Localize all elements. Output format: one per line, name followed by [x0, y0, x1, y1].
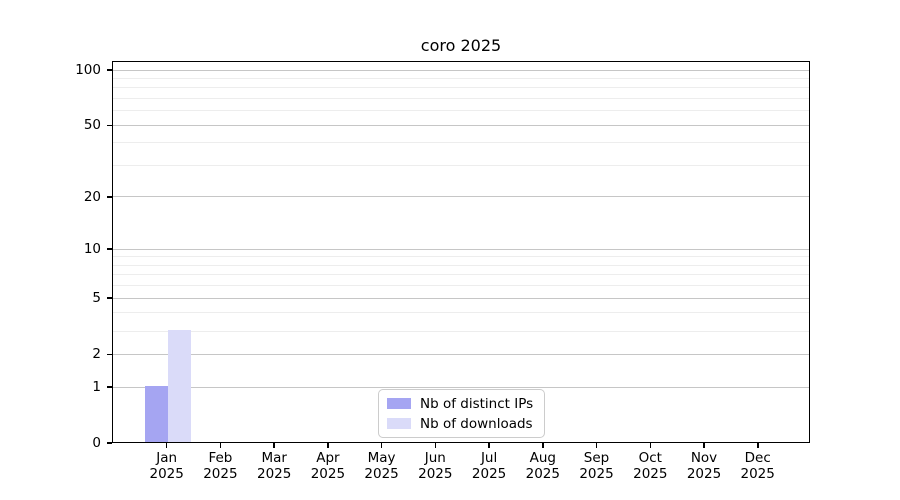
minor-gridline — [113, 274, 809, 276]
y-axis-tick-label: 100 — [75, 62, 101, 78]
x-axis-tick-label: Nov 2025 — [677, 450, 731, 482]
x-axis-tick-label: Apr 2025 — [301, 450, 355, 482]
x-axis-tick-year: 2025 — [310, 466, 346, 482]
legend: Nb of distinct IPs Nb of downloads — [378, 389, 545, 438]
x-axis-tick-year: 2025 — [418, 466, 453, 482]
x-axis-tick-label: Jun 2025 — [408, 450, 462, 482]
minor-gridline — [113, 285, 809, 287]
x-axis-tick — [488, 443, 490, 448]
x-axis-tick — [273, 443, 275, 448]
y-axis-tick — [107, 353, 112, 355]
y-axis-tick — [107, 248, 112, 250]
y-axis-tick-label: 5 — [92, 290, 101, 307]
minor-gridline — [113, 77, 809, 79]
y-axis-tick — [107, 124, 112, 126]
major-gridline — [113, 69, 809, 71]
x-axis-tick-year: 2025 — [525, 466, 560, 482]
y-axis-tick — [107, 442, 112, 444]
x-axis-tick — [703, 443, 705, 448]
x-axis-tick — [327, 443, 329, 448]
x-axis-tick — [165, 443, 168, 448]
minor-gridline — [113, 110, 809, 112]
y-axis-tick-label: 10 — [83, 241, 101, 258]
y-axis-tick-label: 20 — [83, 188, 101, 205]
minor-gridline — [113, 87, 809, 89]
legend-entry-distinct-ips: Nb of distinct IPs — [387, 396, 536, 412]
minor-gridline — [113, 256, 809, 258]
x-axis-tick — [219, 443, 222, 448]
y-axis-tick-label: 1 — [92, 379, 101, 395]
minor-gridline — [113, 165, 809, 166]
minor-gridline — [113, 264, 809, 266]
y-axis-tick — [107, 297, 112, 299]
x-axis-tick-label: Oct 2025 — [623, 450, 677, 482]
y-axis-tick — [107, 196, 112, 198]
x-axis-tick-year: 2025 — [364, 466, 399, 482]
y-axis-tick-label: 0 — [92, 435, 101, 451]
plot-area — [112, 61, 810, 443]
major-gridline — [113, 196, 809, 198]
x-axis-tick-label: Dec 2025 — [731, 450, 785, 482]
x-axis-tick — [595, 443, 598, 448]
major-gridline — [113, 248, 809, 250]
chart-title: coro 2025 — [420, 36, 502, 55]
x-axis-tick-label: Sep 2025 — [570, 450, 624, 482]
bar-downloads — [167, 330, 191, 442]
x-axis-tick — [434, 443, 437, 448]
x-axis-tick-label: Jan 2025 — [140, 450, 194, 482]
x-axis-tick-label: Aug 2025 — [516, 450, 570, 482]
x-axis-tick — [542, 443, 544, 448]
y-axis-tick — [107, 386, 112, 388]
x-axis-tick — [380, 443, 383, 448]
x-axis-tick-year: 2025 — [686, 466, 722, 482]
x-axis-tick-label: May 2025 — [355, 450, 409, 482]
x-axis-tick-label: Mar 2025 — [247, 450, 301, 482]
legend-swatch-downloads — [387, 418, 411, 429]
bar-distinct-ips — [144, 386, 168, 442]
x-axis-tick-year: 2025 — [257, 466, 292, 482]
x-axis-tick-year: 2025 — [471, 466, 507, 482]
y-axis-tick-label: 50 — [83, 117, 101, 134]
x-axis-tick-year: 2025 — [149, 466, 184, 482]
x-axis-tick — [757, 443, 759, 448]
x-axis-tick-year: 2025 — [579, 466, 614, 482]
legend-label-downloads: Nb of downloads — [420, 415, 533, 432]
major-gridline — [113, 386, 809, 388]
x-axis-tick-label: Feb 2025 — [193, 450, 247, 482]
minor-gridline — [113, 330, 809, 332]
major-gridline — [113, 297, 809, 299]
legend-swatch-distinct-ips — [387, 398, 411, 409]
legend-entry-downloads: Nb of downloads — [387, 416, 536, 432]
minor-gridline — [113, 98, 809, 99]
y-axis-tick-label: 2 — [92, 346, 101, 363]
minor-gridline — [113, 312, 809, 314]
x-axis-tick-year: 2025 — [203, 466, 238, 482]
x-axis-tick-label: Jul 2025 — [462, 450, 516, 482]
x-axis-tick-year: 2025 — [740, 466, 775, 482]
minor-gridline — [113, 142, 809, 144]
x-axis-tick — [649, 443, 651, 448]
legend-label-distinct-ips: Nb of distinct IPs — [420, 395, 534, 412]
major-gridline — [113, 353, 809, 355]
x-axis-tick-year: 2025 — [633, 466, 668, 482]
y-axis-tick — [107, 69, 112, 71]
major-gridline — [113, 124, 809, 126]
